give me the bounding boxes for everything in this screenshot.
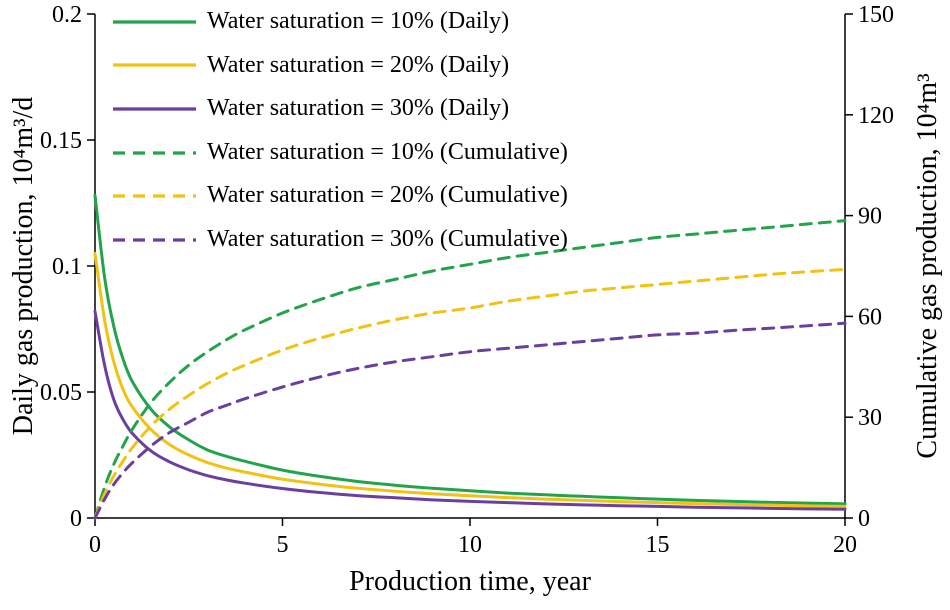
legend: Water saturation = 10% (Daily) Water satu… (112, 8, 568, 254)
legend-label: Water saturation = 20% (Daily) (207, 51, 510, 78)
x-axis-tick-label: 0 (89, 532, 101, 558)
legend-cumulative-30-line-swatch (113, 238, 196, 242)
left-axis-tick-label: 0.2 (52, 2, 82, 28)
x-axis-tick-label: 5 (277, 532, 289, 558)
right-axis-title: Cumulative gas production, 10⁴m³ (912, 73, 943, 459)
legend-item-daily-20: Water saturation = 20% (Daily) (112, 52, 568, 80)
legend-daily-10-line-swatch (113, 20, 196, 24)
legend-cumulative-20-line-swatch (113, 194, 196, 198)
left-axis-tick-label: 0.05 (40, 380, 82, 406)
right-axis-tick-label: 60 (858, 304, 882, 330)
left-axis-tick-label: 0 (70, 506, 82, 532)
legend-label: Water saturation = 10% (Daily) (207, 8, 510, 34)
series-daily-10-line (93, 193, 847, 506)
legend-item-daily-10: Water saturation = 10% (Daily) (112, 8, 568, 36)
left-axis-tick-label: 0.15 (40, 128, 82, 154)
left-axis-tick-label: 0.1 (52, 254, 82, 280)
legend-item-daily-30: Water saturation = 30% (Daily) (112, 95, 568, 123)
series-daily-30-line (93, 309, 847, 511)
legend-daily-20-line-swatch (113, 63, 196, 67)
right-axis-tick-label: 30 (858, 405, 882, 431)
right-axis-tick-label: 0 (858, 506, 870, 532)
series-daily-20-line (93, 251, 847, 508)
x-axis-tick-label: 15 (646, 532, 670, 558)
legend-item-cumulative-10: Water saturation = 10% (Cumulative) (112, 139, 568, 167)
x-axis-title: Production time, year (349, 566, 591, 597)
legend-item-cumulative-30: Water saturation = 30% (Cumulative) (112, 226, 568, 254)
right-axis-tick-label: 90 (858, 204, 882, 230)
left-axis-title: Daily gas production, 10⁴m³/d (8, 96, 39, 436)
legend-label: Water saturation = 30% (Cumulative) (207, 225, 568, 252)
legend-label: Water saturation = 10% (Cumulative) (207, 138, 568, 165)
legend-cumulative-10-line-swatch (113, 150, 196, 155)
right-axis-tick-label: 150 (858, 2, 894, 28)
series-cumulative-30-line (93, 321, 847, 520)
legend-label: Water saturation = 30% (Daily) (207, 95, 510, 122)
legend-label: Water saturation = 20% (Cumulative) (207, 182, 568, 209)
right-axis-tick-label: 120 (858, 103, 894, 129)
legend-item-cumulative-20: Water saturation = 20% (Cumulative) (112, 182, 568, 210)
series-cumulative-20-line (93, 267, 847, 520)
x-axis-tick-label: 20 (833, 532, 857, 558)
x-axis-tick-label: 10 (458, 532, 482, 558)
legend-daily-30-line-swatch (113, 107, 196, 111)
series-cumulative-10-line (93, 219, 847, 520)
